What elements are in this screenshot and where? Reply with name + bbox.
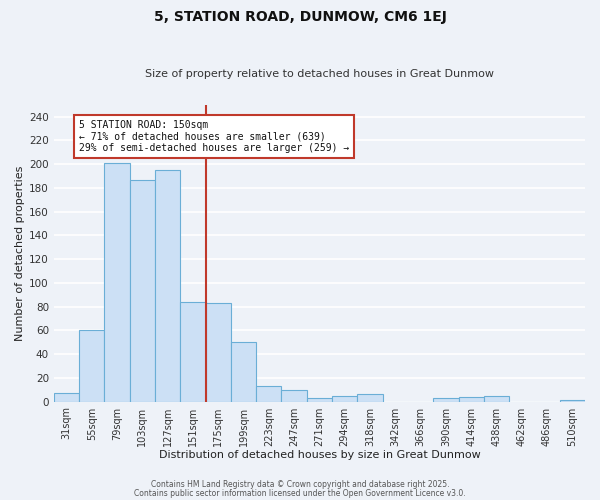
Bar — [206, 303, 231, 402]
Bar — [484, 396, 509, 402]
X-axis label: Distribution of detached houses by size in Great Dunmow: Distribution of detached houses by size … — [158, 450, 480, 460]
Bar — [332, 396, 358, 402]
Bar — [54, 394, 79, 402]
Text: 5, STATION ROAD, DUNMOW, CM6 1EJ: 5, STATION ROAD, DUNMOW, CM6 1EJ — [154, 10, 446, 24]
Bar — [79, 330, 104, 402]
Bar — [130, 180, 155, 402]
Bar — [180, 302, 206, 402]
Title: Size of property relative to detached houses in Great Dunmow: Size of property relative to detached ho… — [145, 69, 494, 79]
Bar — [560, 400, 585, 402]
Bar — [458, 397, 484, 402]
Bar — [358, 394, 383, 402]
Bar — [307, 398, 332, 402]
Bar — [104, 163, 130, 402]
Y-axis label: Number of detached properties: Number of detached properties — [15, 166, 25, 341]
Bar — [281, 390, 307, 402]
Bar — [231, 342, 256, 402]
Text: Contains public sector information licensed under the Open Government Licence v3: Contains public sector information licen… — [134, 488, 466, 498]
Text: Contains HM Land Registry data © Crown copyright and database right 2025.: Contains HM Land Registry data © Crown c… — [151, 480, 449, 489]
Bar — [155, 170, 180, 402]
Bar — [256, 386, 281, 402]
Text: 5 STATION ROAD: 150sqm
← 71% of detached houses are smaller (639)
29% of semi-de: 5 STATION ROAD: 150sqm ← 71% of detached… — [79, 120, 349, 154]
Bar — [433, 398, 458, 402]
